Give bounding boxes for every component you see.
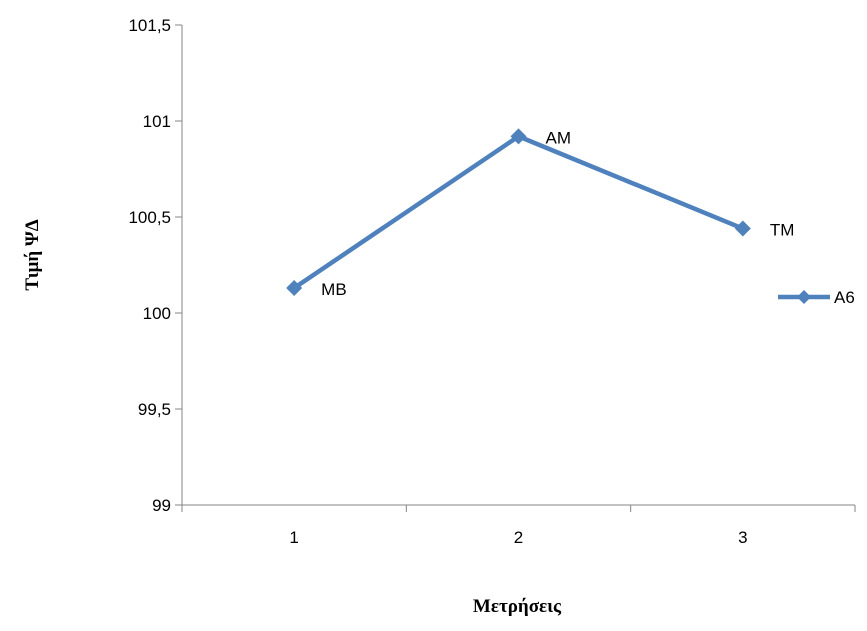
- series-line: [294, 136, 743, 288]
- data-point-marker: [735, 221, 751, 237]
- y-axis-title: Τιμή ΨΔ: [22, 219, 43, 290]
- y-tick-label: 100,5: [128, 208, 171, 227]
- x-tick-label: 1: [289, 528, 298, 547]
- legend: A6: [778, 288, 855, 307]
- y-tick-label: 100: [143, 304, 171, 323]
- series-layer: MB AM TM: [286, 128, 794, 299]
- x-tick-label: 3: [738, 528, 747, 547]
- legend-marker: [797, 290, 811, 304]
- data-point-label: TM: [770, 221, 795, 240]
- x-axis-title: Μετρήσεις: [473, 596, 562, 617]
- legend-label: A6: [834, 288, 855, 307]
- y-tick-label: 101,5: [128, 16, 171, 35]
- y-tick-label: 99: [152, 496, 171, 515]
- data-point-label: MB: [321, 280, 347, 299]
- data-point-label: AM: [546, 128, 572, 147]
- x-tick-label: 2: [514, 528, 523, 547]
- y-tick-label: 101: [143, 112, 171, 131]
- x-axis: 1 2 3: [182, 505, 855, 547]
- y-axis: 99 99,5 100 100,5 101 101,5: [128, 16, 182, 515]
- y-tick-label: 99,5: [138, 400, 171, 419]
